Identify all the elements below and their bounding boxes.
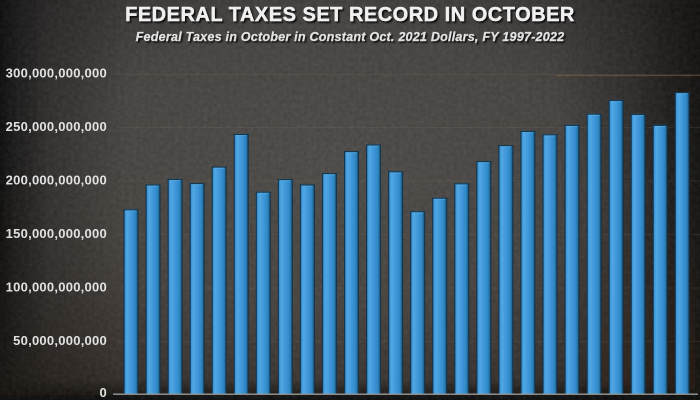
svg-text:FEDERAL TAXES SET RECORD IN OC: FEDERAL TAXES SET RECORD IN OCTOBER: [125, 4, 575, 26]
svg-text:150,000,000,000: 150,000,000,000: [6, 226, 107, 241]
svg-text:100,000,000,000: 100,000,000,000: [6, 280, 107, 295]
svg-text:0: 0: [100, 385, 107, 400]
svg-text:200,000,000,000: 200,000,000,000: [6, 173, 107, 188]
svg-text:250,000,000,000: 250,000,000,000: [6, 119, 107, 134]
svg-text:300,000,000,000: 300,000,000,000: [6, 66, 107, 81]
svg-text:Federal Taxes in October in Co: Federal Taxes in October in Constant Oct…: [136, 30, 565, 44]
svg-text:50,000,000,000: 50,000,000,000: [13, 333, 107, 348]
